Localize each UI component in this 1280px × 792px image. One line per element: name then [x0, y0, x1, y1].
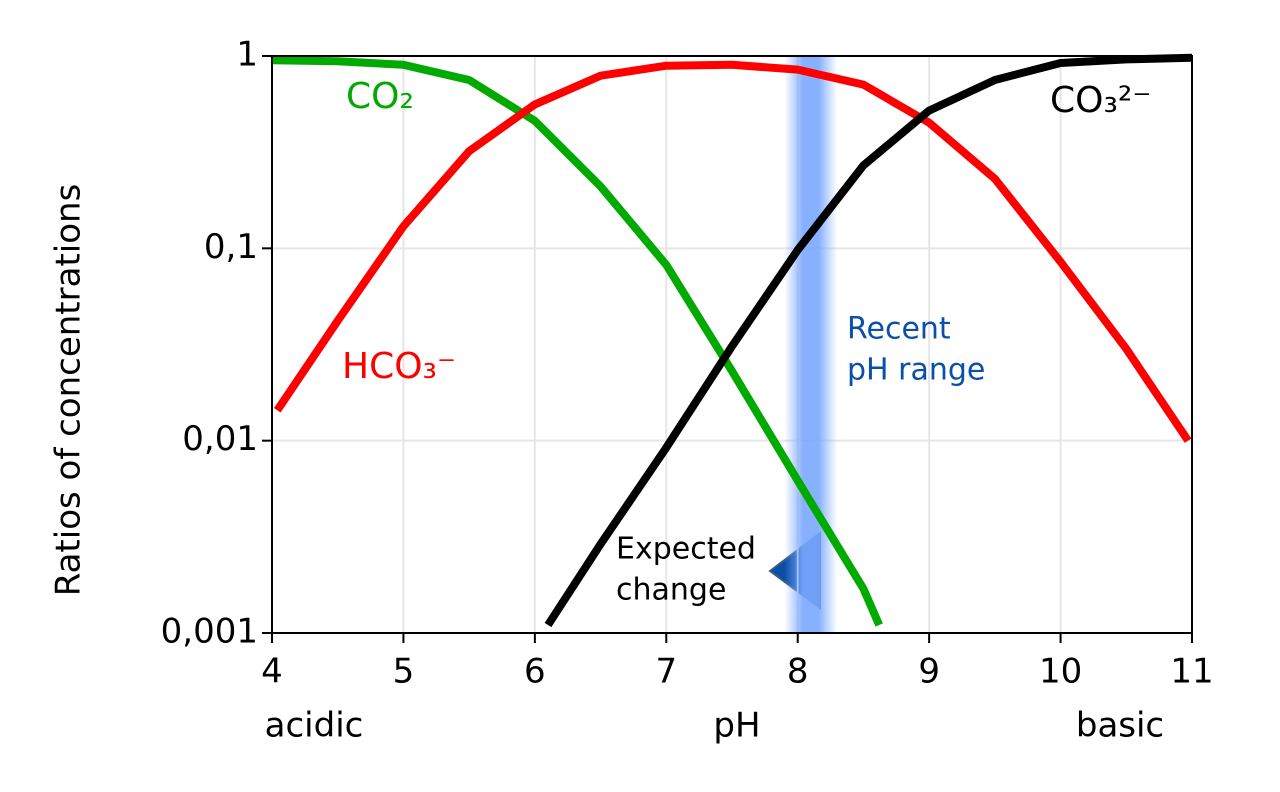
y-tick-label: 0,001 [161, 612, 258, 652]
series-line [544, 53, 1193, 628]
basic-label: basic [1076, 706, 1164, 746]
x-tick-label: 6 [524, 652, 546, 692]
x-tick-label: 10 [1039, 652, 1082, 692]
acidic-label: acidic [265, 706, 364, 746]
ph-band [784, 56, 838, 633]
x-tick-label: 5 [393, 652, 415, 692]
series-label: CO₂ [346, 76, 414, 117]
series-label: HCO₃⁻ [342, 346, 456, 387]
series-line [273, 60, 1192, 443]
x-axis-label: pH [713, 706, 760, 746]
plot-frame [271, 55, 1193, 634]
x-tick-label: 4 [261, 652, 283, 692]
y-tick-label: 0,1 [204, 227, 258, 267]
x-tick-label: 11 [1170, 652, 1213, 692]
annotation: change [616, 573, 726, 608]
series-label: CO₃²⁻ [1050, 80, 1151, 121]
y-tick-label: 0,01 [182, 419, 258, 459]
band-label: Recent [847, 312, 951, 347]
series-line [271, 56, 883, 627]
x-tick-label: 8 [787, 652, 809, 692]
x-tick-label: 9 [918, 652, 940, 692]
band-label: pH range [847, 353, 985, 388]
x-tick-label: 7 [655, 652, 677, 692]
y-tick-label: 1 [236, 35, 258, 75]
annotation: Expected [616, 532, 756, 567]
y-axis-label: Ratios of concentrations [49, 184, 89, 597]
